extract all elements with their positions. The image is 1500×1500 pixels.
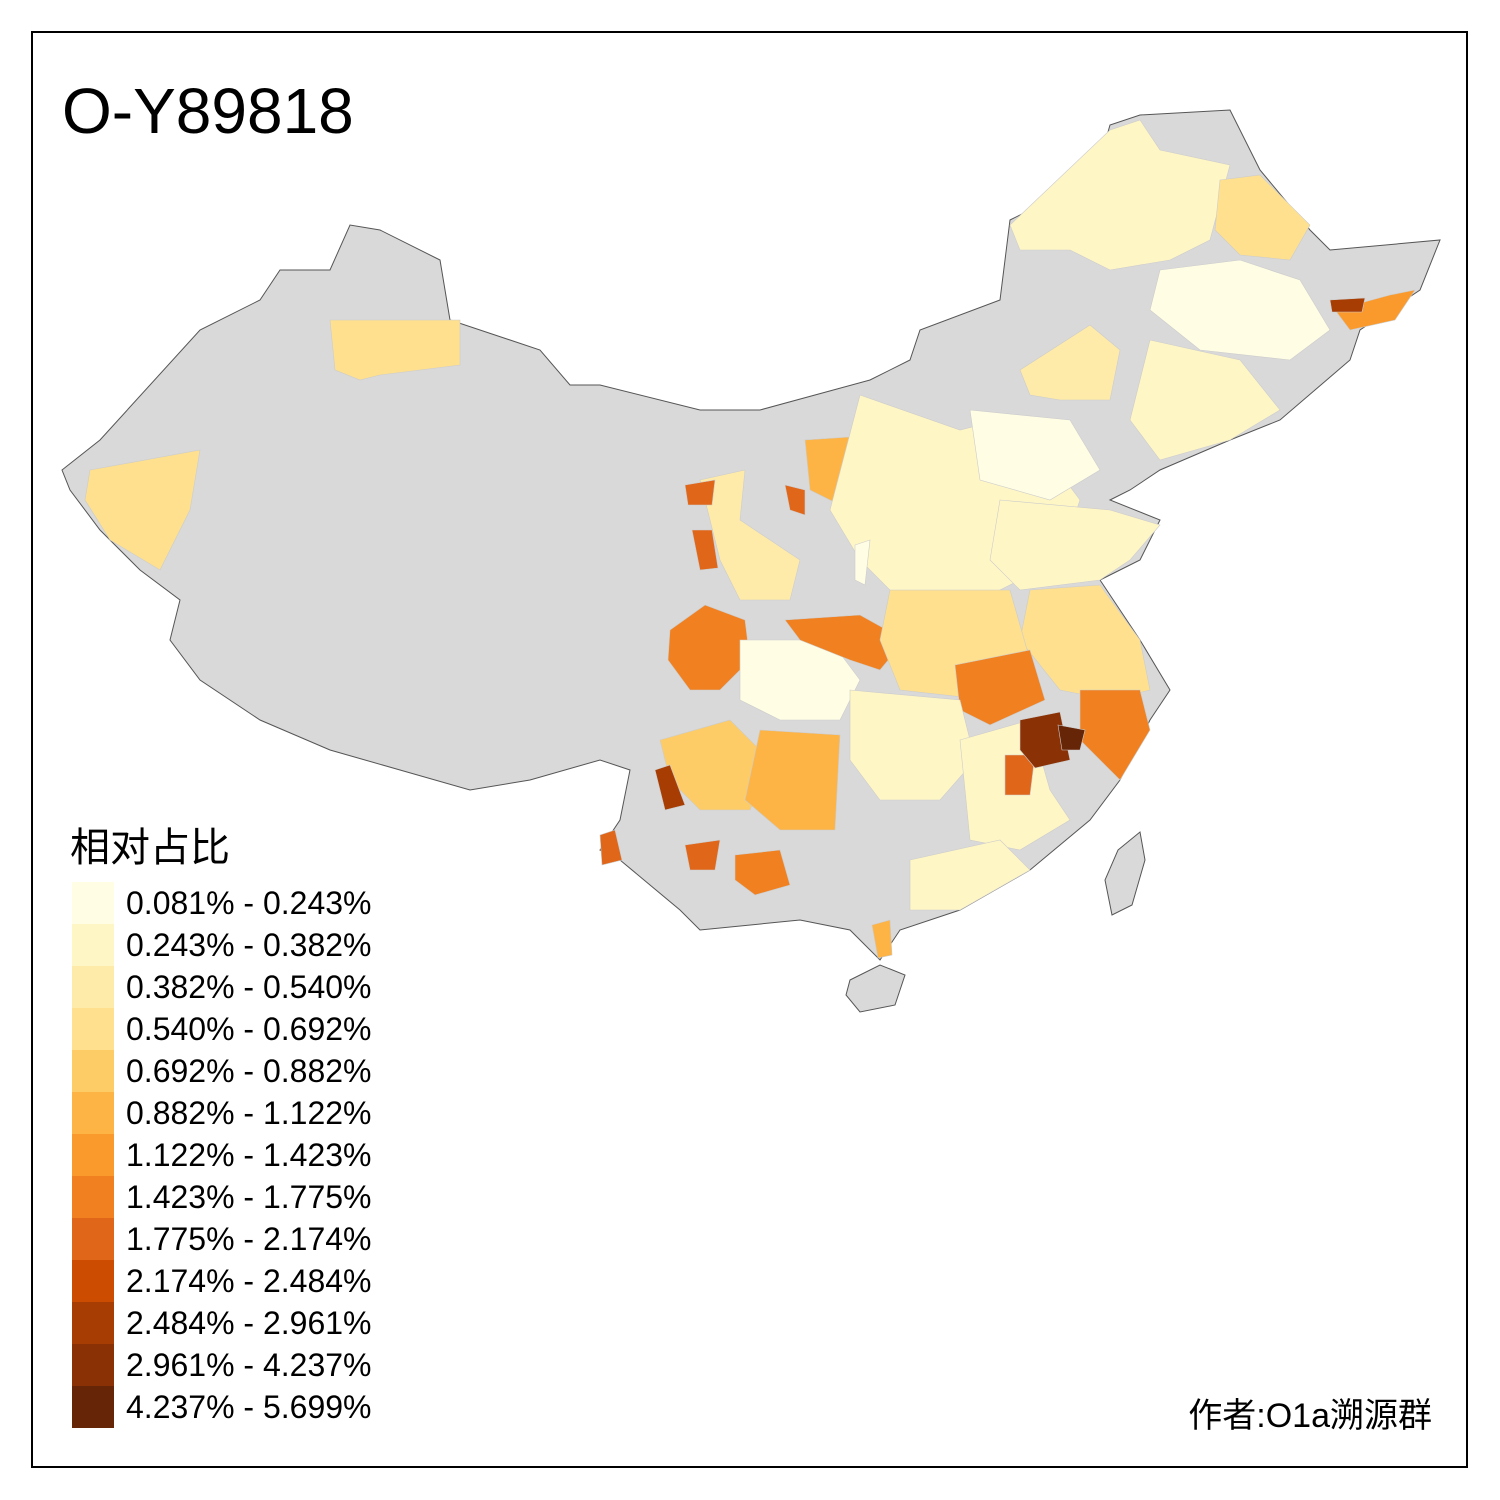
- legend-item: 1.423% - 1.775%: [72, 1176, 372, 1218]
- legend-label: 1.122% - 1.423%: [126, 1136, 372, 1173]
- legend-item: 2.961% - 4.237%: [72, 1344, 372, 1386]
- legend-swatch: [72, 1134, 114, 1176]
- legend-item: 0.081% - 0.243%: [72, 882, 372, 924]
- legend-swatch: [72, 1260, 114, 1302]
- legend-item: 1.122% - 1.423%: [72, 1134, 372, 1176]
- author-credit: 作者:O1a溯源群: [1188, 1397, 1432, 1435]
- legend-item: 0.382% - 0.540%: [72, 966, 372, 1008]
- legend: 0.081% - 0.243% 0.243% - 0.382% 0.382% - 0…: [72, 882, 372, 1428]
- legend-swatch: [72, 1344, 114, 1386]
- legend-title: 相对占比: [70, 826, 230, 870]
- legend-swatch: [72, 1302, 114, 1344]
- legend-label: 0.081% - 0.243%: [126, 884, 372, 921]
- legend-swatch: [72, 882, 114, 924]
- legend-item: 0.243% - 0.382%: [72, 924, 372, 966]
- legend-label: 0.692% - 0.882%: [126, 1052, 372, 1089]
- legend-label: 0.382% - 0.540%: [126, 968, 372, 1005]
- legend-label: 2.174% - 2.484%: [126, 1262, 372, 1299]
- legend-item: 2.484% - 2.961%: [72, 1302, 372, 1344]
- legend-label: 1.423% - 1.775%: [126, 1178, 372, 1215]
- legend-swatch: [72, 966, 114, 1008]
- legend-swatch: [72, 924, 114, 966]
- map-frame: [31, 31, 1468, 1468]
- legend-label: 1.775% - 2.174%: [126, 1220, 372, 1257]
- legend-swatch: [72, 1092, 114, 1134]
- hainan-island: [845, 964, 906, 1013]
- map-title: O-Y89818: [62, 75, 354, 147]
- legend-swatch: [72, 1008, 114, 1050]
- legend-label: 0.243% - 0.382%: [126, 926, 372, 963]
- legend-label: 0.540% - 0.692%: [126, 1010, 372, 1047]
- legend-item: 0.692% - 0.882%: [72, 1050, 372, 1092]
- legend-swatch: [72, 1218, 114, 1260]
- legend-label: 0.882% - 1.122%: [126, 1094, 372, 1131]
- legend-item: 0.882% - 1.122%: [72, 1092, 372, 1134]
- legend-swatch: [72, 1176, 114, 1218]
- legend-swatch: [72, 1050, 114, 1092]
- legend-item: 0.540% - 0.692%: [72, 1008, 372, 1050]
- legend-item: 1.775% - 2.174%: [72, 1218, 372, 1260]
- legend-swatch: [72, 1386, 114, 1428]
- legend-item: 2.174% - 2.484%: [72, 1260, 372, 1302]
- legend-label: 2.961% - 4.237%: [126, 1346, 372, 1383]
- taiwan-island: [1104, 831, 1146, 916]
- colored-regions: [84, 119, 1416, 959]
- legend-label: 4.237% - 5.699%: [126, 1388, 372, 1425]
- legend-label: 2.484% - 2.961%: [126, 1304, 372, 1341]
- legend-item: 4.237% - 5.699%: [72, 1386, 372, 1428]
